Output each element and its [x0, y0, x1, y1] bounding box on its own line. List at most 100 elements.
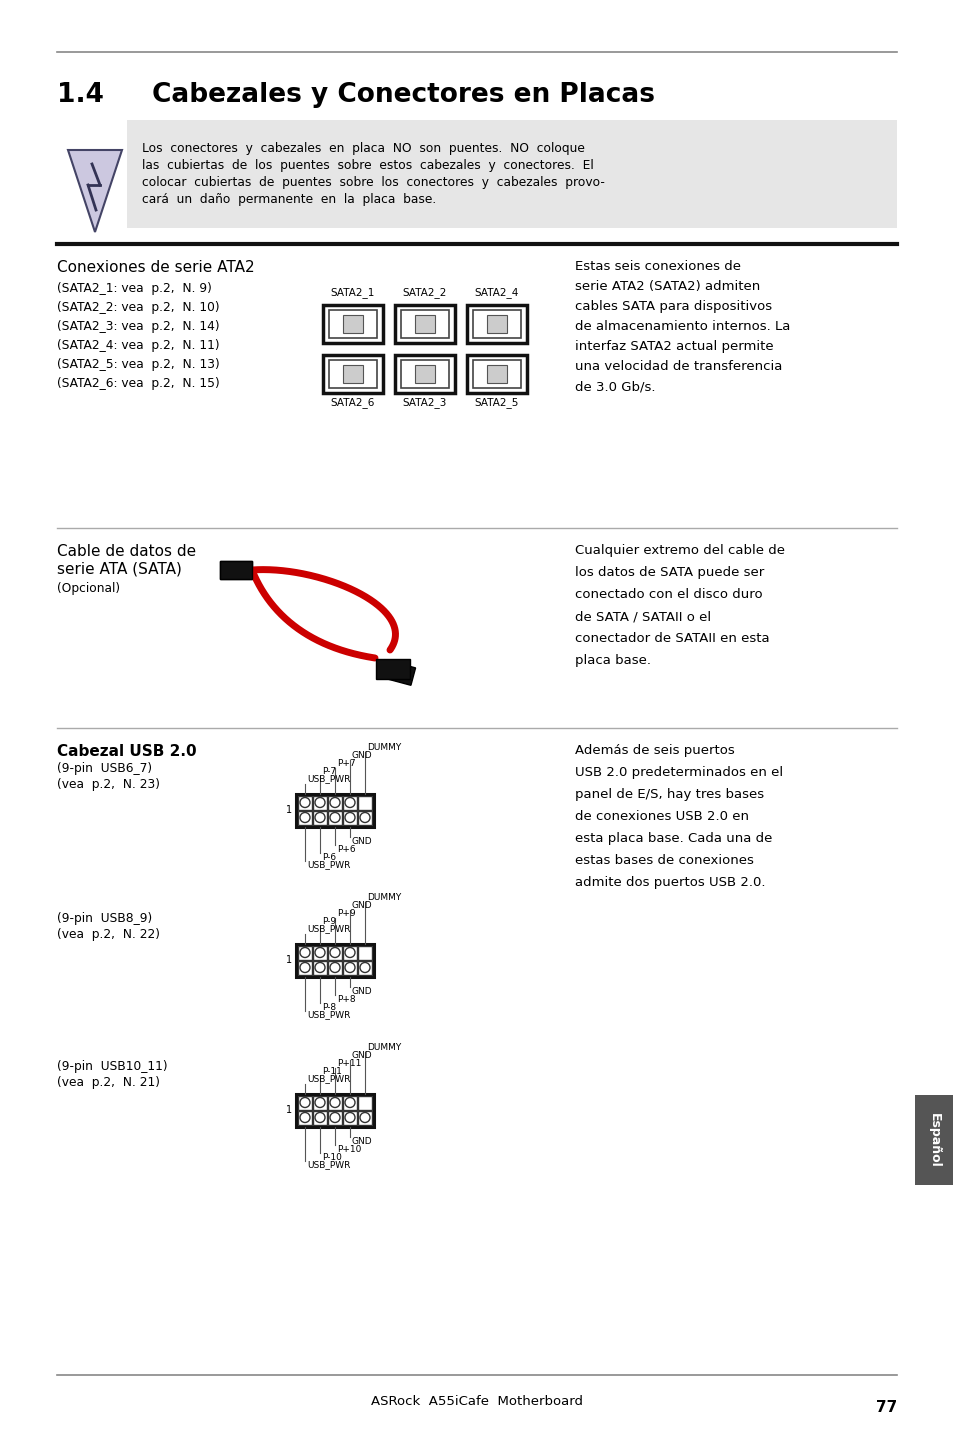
Bar	[357, 945, 372, 959]
Circle shape	[345, 1097, 355, 1107]
Text: Los  conectores  y  cabezales  en  placa  NO  son  puentes.  NO  coloque: Los conectores y cabezales en placa NO s…	[142, 142, 584, 155]
Text: USB_PWR: USB_PWR	[307, 1160, 350, 1170]
Bar	[375, 659, 410, 679]
Text: (SATA2_2: vea  p.2,  N. 10): (SATA2_2: vea p.2, N. 10)	[57, 301, 219, 314]
Circle shape	[345, 948, 355, 958]
Text: Cualquier extremo del cable de: Cualquier extremo del cable de	[575, 544, 784, 557]
Bar	[323, 355, 382, 392]
Text: SATA2_4: SATA2_4	[475, 286, 518, 298]
Circle shape	[330, 962, 339, 972]
Text: DUMMY: DUMMY	[367, 743, 401, 752]
Bar	[343, 945, 356, 959]
Text: (SATA2_1: vea  p.2,  N. 9): (SATA2_1: vea p.2, N. 9)	[57, 282, 212, 295]
Text: colocar  cubiertas  de  puentes  sobre  los  conectores  y  cabezales  provo-: colocar cubiertas de puentes sobre los c…	[142, 176, 604, 189]
Circle shape	[314, 962, 325, 972]
Text: (vea  p.2,  N. 21): (vea p.2, N. 21)	[57, 1075, 160, 1088]
Bar	[473, 359, 520, 388]
Text: GND: GND	[352, 987, 373, 995]
Bar	[379, 660, 416, 686]
Text: USB_PWR: USB_PWR	[307, 925, 350, 934]
Circle shape	[314, 948, 325, 958]
Bar	[297, 811, 312, 825]
Bar	[395, 305, 455, 344]
Bar	[329, 359, 376, 388]
Text: Español: Español	[927, 1113, 940, 1167]
Text: Estas seis conexiones de: Estas seis conexiones de	[575, 261, 740, 274]
Text: (vea  p.2,  N. 23): (vea p.2, N. 23)	[57, 778, 160, 790]
Text: ASRock  A55iCafe  Motherboard: ASRock A55iCafe Motherboard	[371, 1395, 582, 1408]
Text: placa base.: placa base.	[575, 654, 650, 667]
Text: P+11: P+11	[336, 1058, 361, 1067]
Bar	[297, 796, 312, 809]
Text: (SATA2_3: vea  p.2,  N. 14): (SATA2_3: vea p.2, N. 14)	[57, 319, 219, 334]
Text: 77: 77	[875, 1400, 896, 1415]
Bar	[343, 315, 363, 334]
Text: P+6: P+6	[336, 845, 355, 853]
Text: SATA2_1: SATA2_1	[331, 286, 375, 298]
Text: (SATA2_6: vea  p.2,  N. 15): (SATA2_6: vea p.2, N. 15)	[57, 377, 219, 390]
Bar	[220, 561, 252, 579]
Bar	[473, 309, 520, 338]
Text: (Opcional): (Opcional)	[57, 581, 120, 596]
Circle shape	[299, 948, 310, 958]
Text: las  cubiertas  de  los  puentes  sobre  estos  cabezales  y  conectores.  El: las cubiertas de los puentes sobre estos…	[142, 159, 593, 172]
Text: DUMMY: DUMMY	[367, 892, 401, 902]
Text: P-10: P-10	[322, 1153, 341, 1161]
Text: DUMMY: DUMMY	[367, 1042, 401, 1051]
Circle shape	[345, 962, 355, 972]
Bar	[415, 365, 435, 382]
Bar	[323, 305, 382, 344]
Bar	[313, 1110, 327, 1124]
Text: conectador de SATAII en esta: conectador de SATAII en esta	[575, 632, 769, 644]
Text: serie ATA (SATA): serie ATA (SATA)	[57, 561, 182, 577]
Bar	[467, 305, 526, 344]
Bar	[313, 945, 327, 959]
Text: GND: GND	[352, 901, 373, 909]
Text: admite dos puertos USB 2.0.: admite dos puertos USB 2.0.	[575, 876, 764, 889]
Bar	[328, 796, 341, 809]
Text: P+8: P+8	[336, 994, 355, 1004]
Bar	[328, 811, 341, 825]
Text: Cabezal USB 2.0: Cabezal USB 2.0	[57, 745, 196, 759]
Polygon shape	[68, 150, 122, 232]
Bar	[297, 945, 312, 959]
Circle shape	[314, 1113, 325, 1123]
Bar	[357, 1110, 372, 1124]
Bar	[297, 1095, 312, 1110]
Circle shape	[314, 798, 325, 808]
Text: P+9: P+9	[336, 908, 355, 918]
Text: Además de seis puertos: Además de seis puertos	[575, 745, 734, 758]
Text: (vea  p.2,  N. 22): (vea p.2, N. 22)	[57, 928, 160, 941]
Bar	[486, 315, 506, 334]
Text: 1: 1	[286, 955, 292, 965]
Bar	[395, 355, 455, 392]
Text: P-9: P-9	[322, 916, 335, 925]
Text: (9-pin  USB10_11): (9-pin USB10_11)	[57, 1060, 168, 1073]
Bar	[486, 365, 506, 382]
Circle shape	[299, 962, 310, 972]
Text: SATA2_5: SATA2_5	[475, 397, 518, 408]
Text: P+7: P+7	[336, 759, 355, 768]
Circle shape	[299, 812, 310, 822]
Circle shape	[345, 798, 355, 808]
Bar	[357, 961, 372, 975]
Text: SATA2_3: SATA2_3	[402, 397, 447, 408]
Text: los datos de SATA puede ser: los datos de SATA puede ser	[575, 566, 763, 579]
Bar	[328, 1110, 341, 1124]
Bar	[297, 961, 312, 975]
Text: interfaz SATA2 actual permite: interfaz SATA2 actual permite	[575, 339, 773, 354]
Circle shape	[299, 1113, 310, 1123]
Text: de conexiones USB 2.0 en: de conexiones USB 2.0 en	[575, 811, 748, 823]
Bar	[415, 315, 435, 334]
Circle shape	[359, 962, 370, 972]
Text: GND: GND	[352, 750, 373, 759]
Text: P-7: P-7	[322, 766, 335, 776]
Text: SATA2_6: SATA2_6	[331, 397, 375, 408]
Bar	[400, 309, 449, 338]
Bar	[313, 961, 327, 975]
Bar	[295, 793, 374, 826]
Text: GND: GND	[352, 1051, 373, 1060]
Text: P-6: P-6	[322, 852, 335, 862]
Text: esta placa base. Cada una de: esta placa base. Cada una de	[575, 832, 772, 845]
Text: 1: 1	[286, 1106, 292, 1116]
